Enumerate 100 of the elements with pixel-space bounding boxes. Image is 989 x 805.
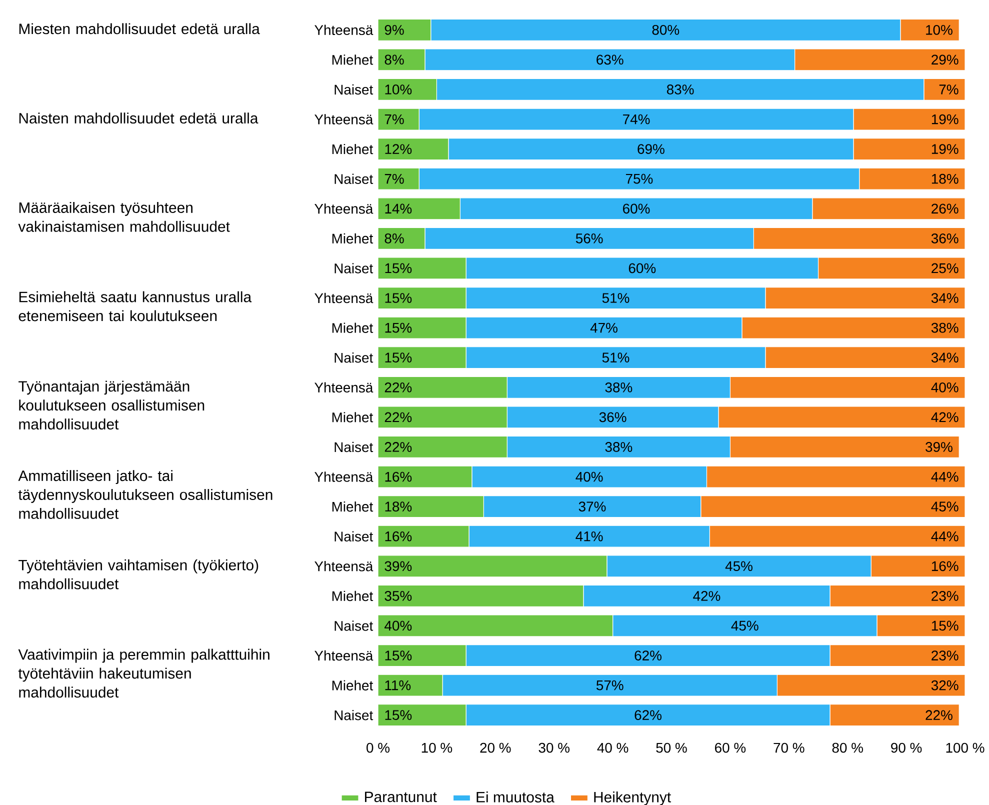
y-tick-label: Yhteensä <box>314 24 374 36</box>
y-tick-label: Miehet <box>332 322 374 333</box>
data-label: 10% <box>926 24 952 35</box>
data-label: 25% <box>932 263 958 274</box>
data-label: 40% <box>931 382 958 392</box>
data-label: 19% <box>932 114 958 124</box>
data-label: 44% <box>931 472 958 482</box>
legend-label: Ei muutosta <box>476 791 554 802</box>
y-tick-label: Naiset <box>334 174 374 184</box>
y-tick-label: Miehet <box>332 412 374 422</box>
x-tick-label: 90 % <box>891 742 922 753</box>
data-label: 80% <box>652 24 680 35</box>
data-label: 40% <box>384 620 412 631</box>
data-label: 36% <box>931 233 958 244</box>
y-tick-label: Naiset <box>334 620 374 631</box>
y-tick-label: Miehet <box>332 680 374 690</box>
x-tick-label: 0 % <box>366 742 390 753</box>
legend-label: Heikentynyt <box>594 791 671 805</box>
text: Vaativimpiin ja peremmin palkatttuihin työtehtäviin hakeutumisen mahdollisuudet <box>18 648 270 698</box>
data-label: 38% <box>931 322 958 333</box>
data-label: 15% <box>385 263 412 274</box>
data-label: 22% <box>384 382 412 392</box>
data-label: 7% <box>384 174 404 184</box>
data-label: 22% <box>926 710 952 720</box>
data-label: 9% <box>384 24 404 35</box>
x-tick-label: 50 % <box>656 742 687 753</box>
y-tick-label: Yhteensä <box>314 204 374 214</box>
x-tick-label: 60 % <box>715 742 746 753</box>
data-label: 15% <box>385 650 412 660</box>
data-label: 60% <box>623 204 650 214</box>
data-label: 7% <box>384 114 404 124</box>
data-label: 29% <box>932 54 958 65</box>
x-tick-label: 70 % <box>774 742 804 753</box>
data-label: 18% <box>932 174 958 184</box>
data-label: 75% <box>626 174 653 184</box>
y-tick-label: Naiset <box>334 442 374 452</box>
data-label: 45% <box>731 620 758 631</box>
data-label: 63% <box>596 54 624 65</box>
data-label: 22% <box>384 412 412 422</box>
text: Määräaikaisen työsuhteen vakinaistamisen mahdollisuudet <box>18 202 230 232</box>
text: Työtehtävien vaihtamisen (työkierto) mahdollisuudet <box>18 559 258 590</box>
data-label: 51% <box>602 352 630 363</box>
data-label: 34% <box>931 352 958 363</box>
y-tick-label: Yhteensä <box>314 114 374 124</box>
data-label: 12% <box>385 144 412 154</box>
data-label: 62% <box>634 710 662 720</box>
x-tick-label: 30 % <box>538 742 570 753</box>
data-label: 40% <box>576 472 603 482</box>
legend-label: Parantunut <box>365 792 437 802</box>
data-label: 42% <box>693 591 720 601</box>
x-tick-label: 40 % <box>597 742 628 753</box>
data-label: 16% <box>385 531 412 542</box>
y-tick-label: Yhteensä <box>314 650 374 661</box>
data-label: 39% <box>926 442 952 452</box>
data-label: 15% <box>385 352 412 363</box>
data-label: 15% <box>932 620 958 631</box>
y-tick-label: Yhteensä <box>314 472 374 482</box>
data-label: 36% <box>599 412 626 422</box>
data-label: 45% <box>931 502 958 512</box>
y-tick-label: Miehet <box>332 233 374 244</box>
data-label: 41% <box>576 531 603 542</box>
data-label: 38% <box>605 442 632 452</box>
x-tick-label: 20 % <box>480 742 511 753</box>
data-label: 60% <box>628 263 656 274</box>
data-label: 37% <box>578 502 606 512</box>
y-tick-label: Yhteensä <box>314 382 374 393</box>
data-label: 42% <box>931 412 958 422</box>
y-tick-label: Naiset <box>334 84 374 95</box>
data-label: 34% <box>931 293 958 303</box>
data-label: 23% <box>932 590 958 601</box>
data-label: 35% <box>384 590 412 601</box>
data-label: 19% <box>932 144 958 154</box>
y-tick-label: Naiset <box>334 352 374 363</box>
data-label: 69% <box>638 144 664 154</box>
x-tick-label: 10 % <box>422 742 452 753</box>
y-tick-label: Miehet <box>332 54 374 65</box>
data-label: 14% <box>385 204 412 214</box>
data-label: 74% <box>623 114 650 124</box>
text: Miesten mahdollisuudet edetä uralla <box>19 23 260 34</box>
data-label: 32% <box>931 680 958 690</box>
y-tick-label: Naiset <box>334 710 374 720</box>
data-label: 8% <box>384 233 404 244</box>
y-tick-label: Naiset <box>334 531 374 542</box>
x-tick-label: 100 % <box>946 742 984 753</box>
data-label: 10% <box>385 84 412 94</box>
y-tick-label: Yhteensä <box>314 292 374 304</box>
y-tick-label: Miehet <box>332 501 374 512</box>
data-label: 83% <box>666 84 694 94</box>
data-label: 57% <box>596 680 624 690</box>
text: Ammatilliseen jatko- tai täydennyskoulutukseen osallistumisen mahdollisuudet <box>18 470 272 519</box>
data-label: 23% <box>932 650 958 660</box>
data-label: 51% <box>602 293 630 303</box>
data-label: 8% <box>384 54 404 65</box>
text: Naisten mahdollisuudet edetä uralla <box>19 112 258 124</box>
y-tick-label: Miehet <box>332 590 374 602</box>
data-label: 39% <box>384 561 412 572</box>
data-label: 38% <box>605 382 632 392</box>
data-label: 15% <box>385 322 412 333</box>
data-label: 7% <box>939 84 958 94</box>
data-label: 47% <box>590 322 618 333</box>
